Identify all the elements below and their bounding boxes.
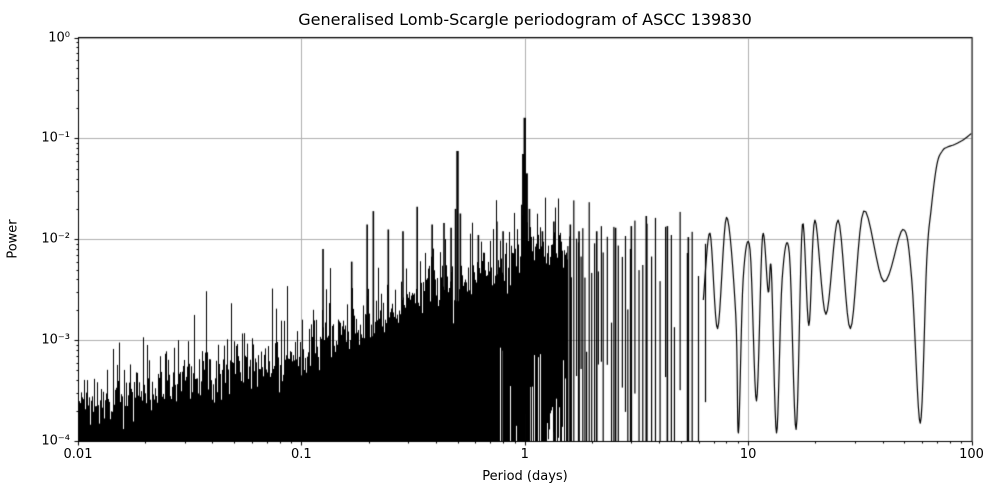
x-tick-label: 10 [739,447,757,462]
y-tick-label: 10⁻³ [41,332,70,348]
x-tick-label: 1 [520,447,529,462]
y-tick-label: 10⁰ [48,30,70,45]
x-tick-label: 0.1 [291,447,312,462]
y-axis-label: Power [5,219,21,259]
y-tick-label: 10⁻⁴ [41,433,70,449]
y-tick-label: 10⁻² [41,231,70,247]
x-tick-label: 0.01 [63,447,93,462]
x-tick-label: 100 [959,447,984,462]
y-tick-label: 10⁻¹ [41,130,70,146]
chart-title: Generalised Lomb-Scargle periodogram of … [298,10,752,29]
x-axis-label: Period (days) [482,469,568,484]
